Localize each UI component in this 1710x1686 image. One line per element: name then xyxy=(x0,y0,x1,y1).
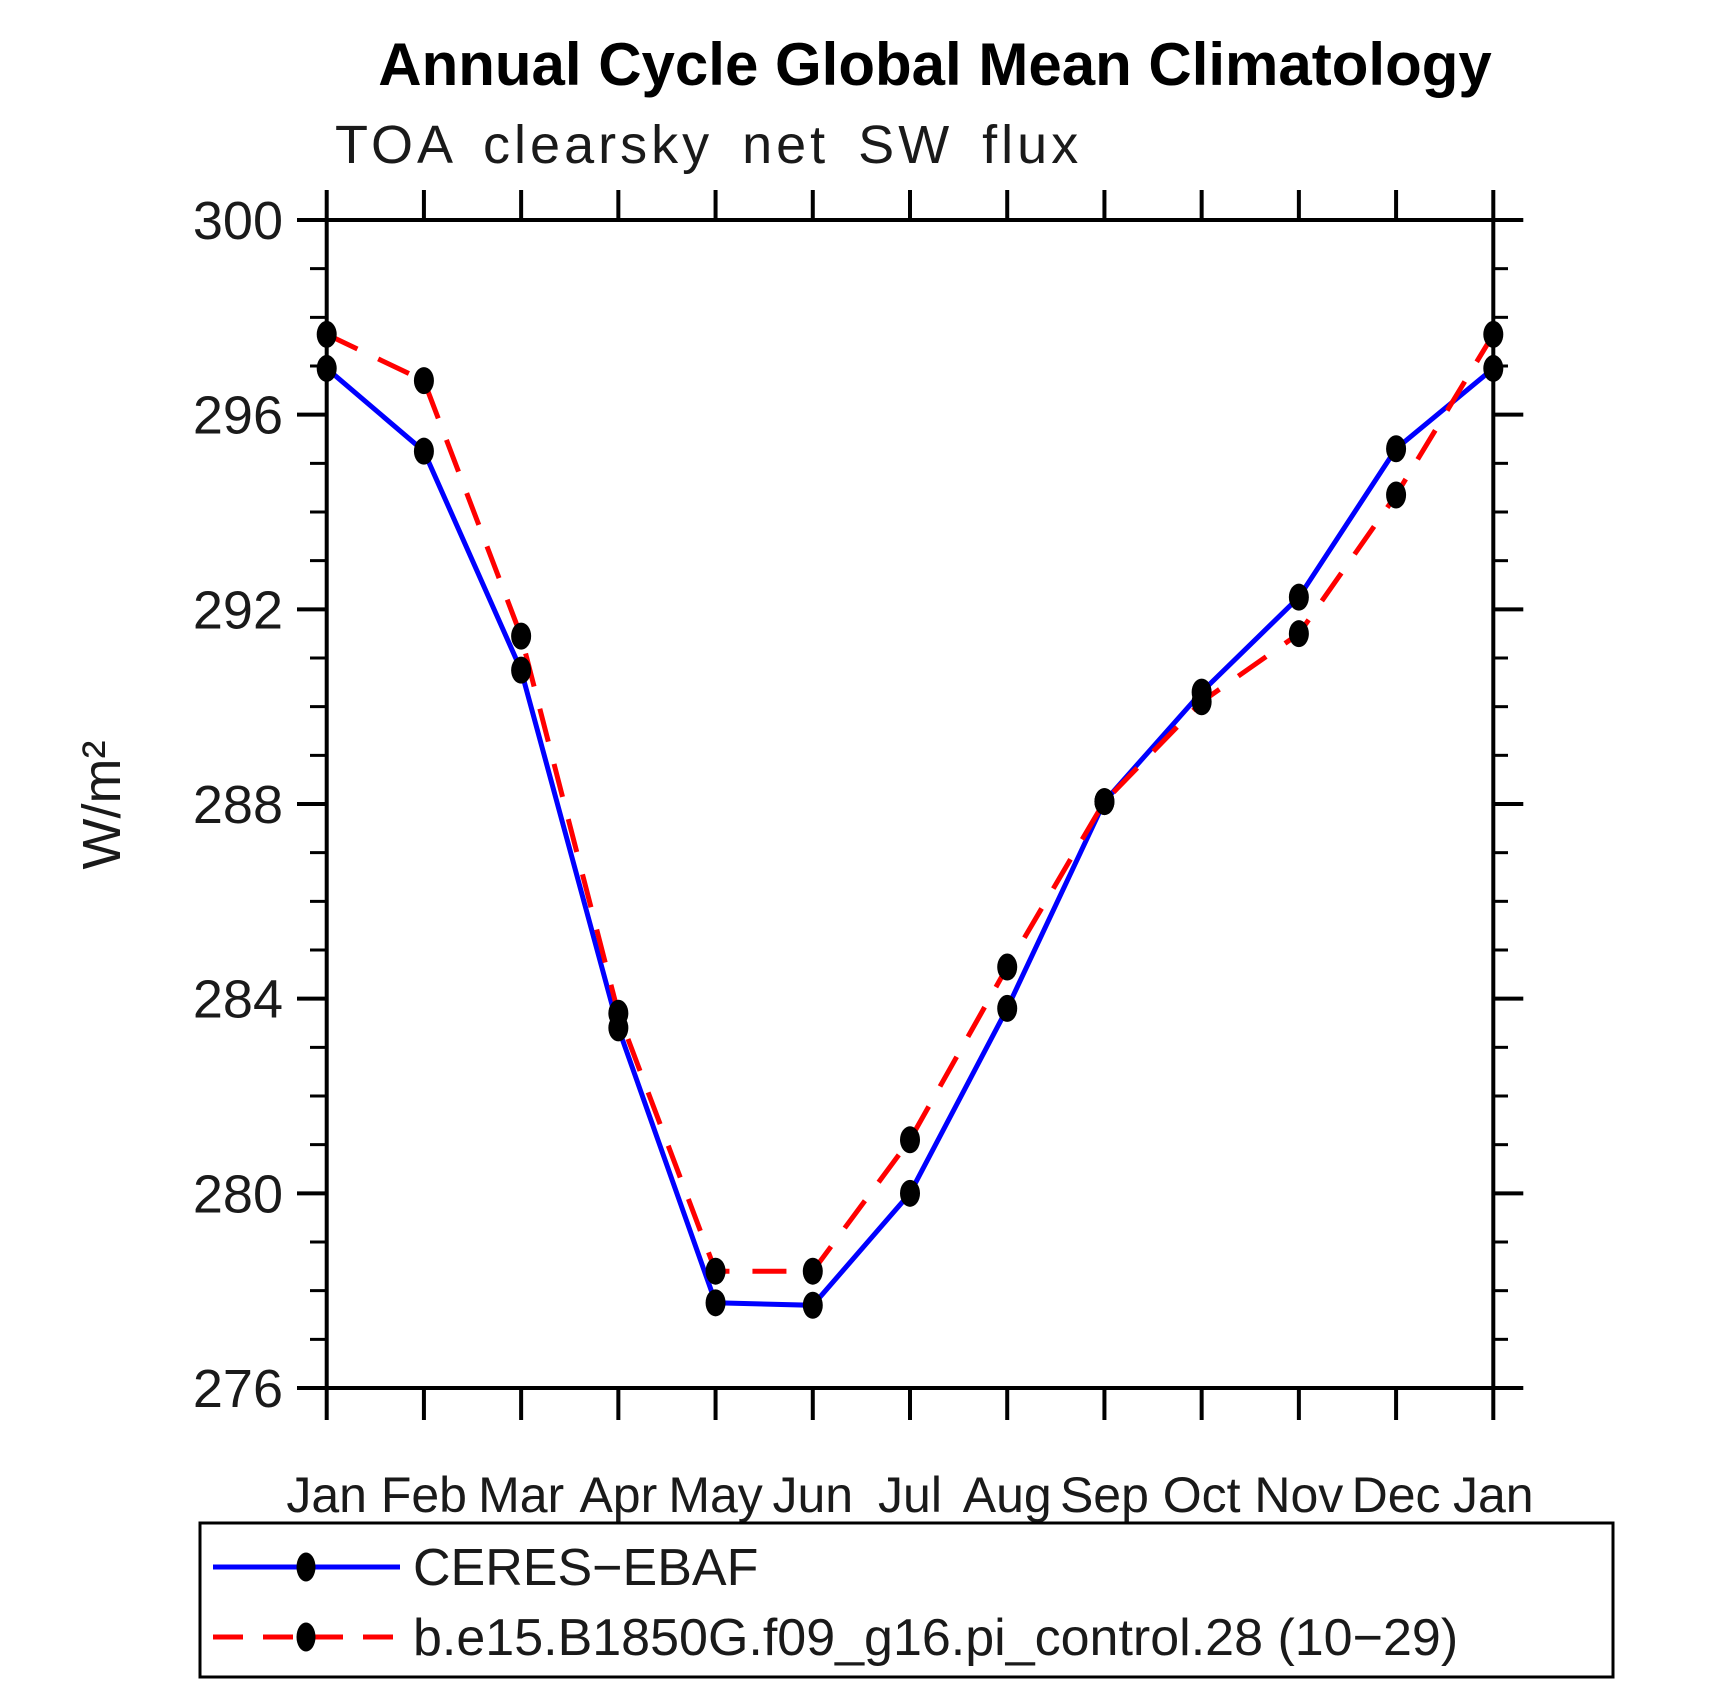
legend-label-1: b.e15.B1850G.f09_g16.pi_control.28 (10−2… xyxy=(413,1609,1458,1667)
chart-subtitle: TOA clearsky net SW flux xyxy=(335,115,1082,175)
y-tick-label: 284 xyxy=(193,970,283,1030)
data-point xyxy=(802,1257,823,1285)
data-point xyxy=(511,622,532,650)
data-point xyxy=(900,1179,920,1207)
data-point xyxy=(1386,435,1407,463)
data-point xyxy=(608,999,629,1027)
y-axis-label: W/m² xyxy=(72,741,132,870)
x-tick-label: Apr xyxy=(579,1467,657,1523)
legend-label-0: CERES−EBAF xyxy=(413,1539,758,1597)
x-tick-label: Feb xyxy=(381,1467,467,1523)
x-tick-label: Mar xyxy=(478,1467,564,1523)
y-tick-label: 296 xyxy=(193,386,283,446)
data-point xyxy=(1483,320,1504,348)
y-tick-label: 288 xyxy=(193,775,283,835)
data-point xyxy=(705,1257,726,1285)
legend: CERES−EBAF b.e15.B1850G.f09_g16.pi_contro… xyxy=(198,1521,1615,1679)
series-line-0 xyxy=(325,366,1495,1308)
x-tick-label: Aug xyxy=(963,1467,1052,1523)
x-tick-label: Dec xyxy=(1352,1467,1441,1523)
y-tick-label: 276 xyxy=(193,1359,283,1419)
data-point xyxy=(316,354,337,382)
data-point xyxy=(705,1289,726,1317)
legend-marker-0 xyxy=(296,1552,316,1582)
plot-frame xyxy=(324,218,1496,1390)
x-tick-label: Jan xyxy=(286,1467,367,1523)
x-tick-label: May xyxy=(668,1467,762,1523)
legend-box xyxy=(198,1521,1615,1679)
data-point xyxy=(413,367,434,395)
data-point xyxy=(1288,583,1309,611)
data-point xyxy=(511,656,532,684)
data-point-markers xyxy=(316,320,1504,1319)
data-point xyxy=(1094,788,1115,816)
x-tick-label: Jul xyxy=(878,1467,942,1523)
data-point xyxy=(1288,620,1309,648)
y-tick-label: 280 xyxy=(193,1164,283,1224)
x-tick-label: Sep xyxy=(1060,1467,1149,1523)
y-tick-label: 292 xyxy=(193,580,283,640)
data-point xyxy=(316,320,337,348)
data-point xyxy=(1386,481,1407,509)
x-tick-label: Jan xyxy=(1453,1467,1534,1523)
data-point xyxy=(997,953,1018,981)
data-point xyxy=(900,1126,920,1154)
data-point xyxy=(997,994,1018,1022)
data-point xyxy=(1191,688,1212,716)
x-tick-label: Oct xyxy=(1163,1467,1241,1523)
data-point xyxy=(413,437,434,465)
legend-marker-1 xyxy=(296,1622,316,1652)
y-tick-label: 300 xyxy=(193,191,283,251)
chart-title: Annual Cycle Global Mean Climatology xyxy=(378,31,1492,98)
series-lines xyxy=(325,332,1496,1308)
data-point xyxy=(802,1291,823,1319)
x-tick-label: Jun xyxy=(772,1467,853,1523)
x-tick-label: Nov xyxy=(1254,1467,1343,1523)
data-point xyxy=(1483,354,1504,382)
